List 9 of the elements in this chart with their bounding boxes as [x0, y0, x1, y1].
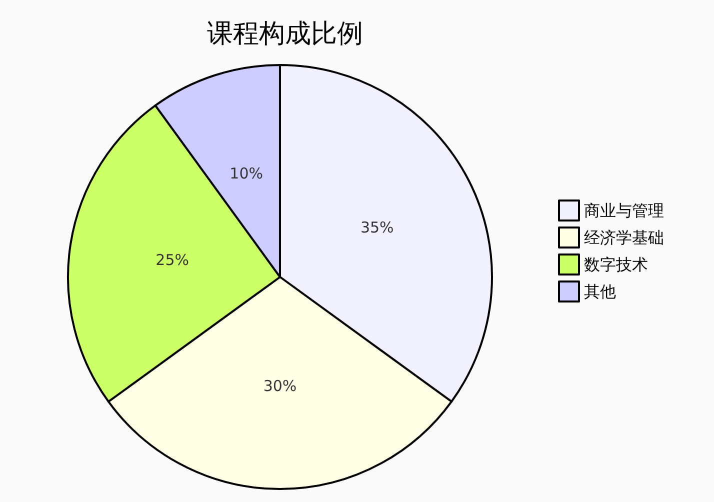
data-label: 25% — [156, 250, 190, 269]
chart-title: 课程构成比例 — [207, 19, 363, 49]
legend-label: 其他 — [584, 282, 616, 301]
data-label: 35% — [360, 218, 394, 237]
legend-label: 商业与管理 — [584, 201, 664, 220]
legend-label: 经济学基础 — [584, 228, 664, 247]
data-label: 10% — [230, 164, 263, 182]
data-label: 30% — [263, 377, 297, 395]
legend-label: 数字技术 — [584, 255, 648, 274]
